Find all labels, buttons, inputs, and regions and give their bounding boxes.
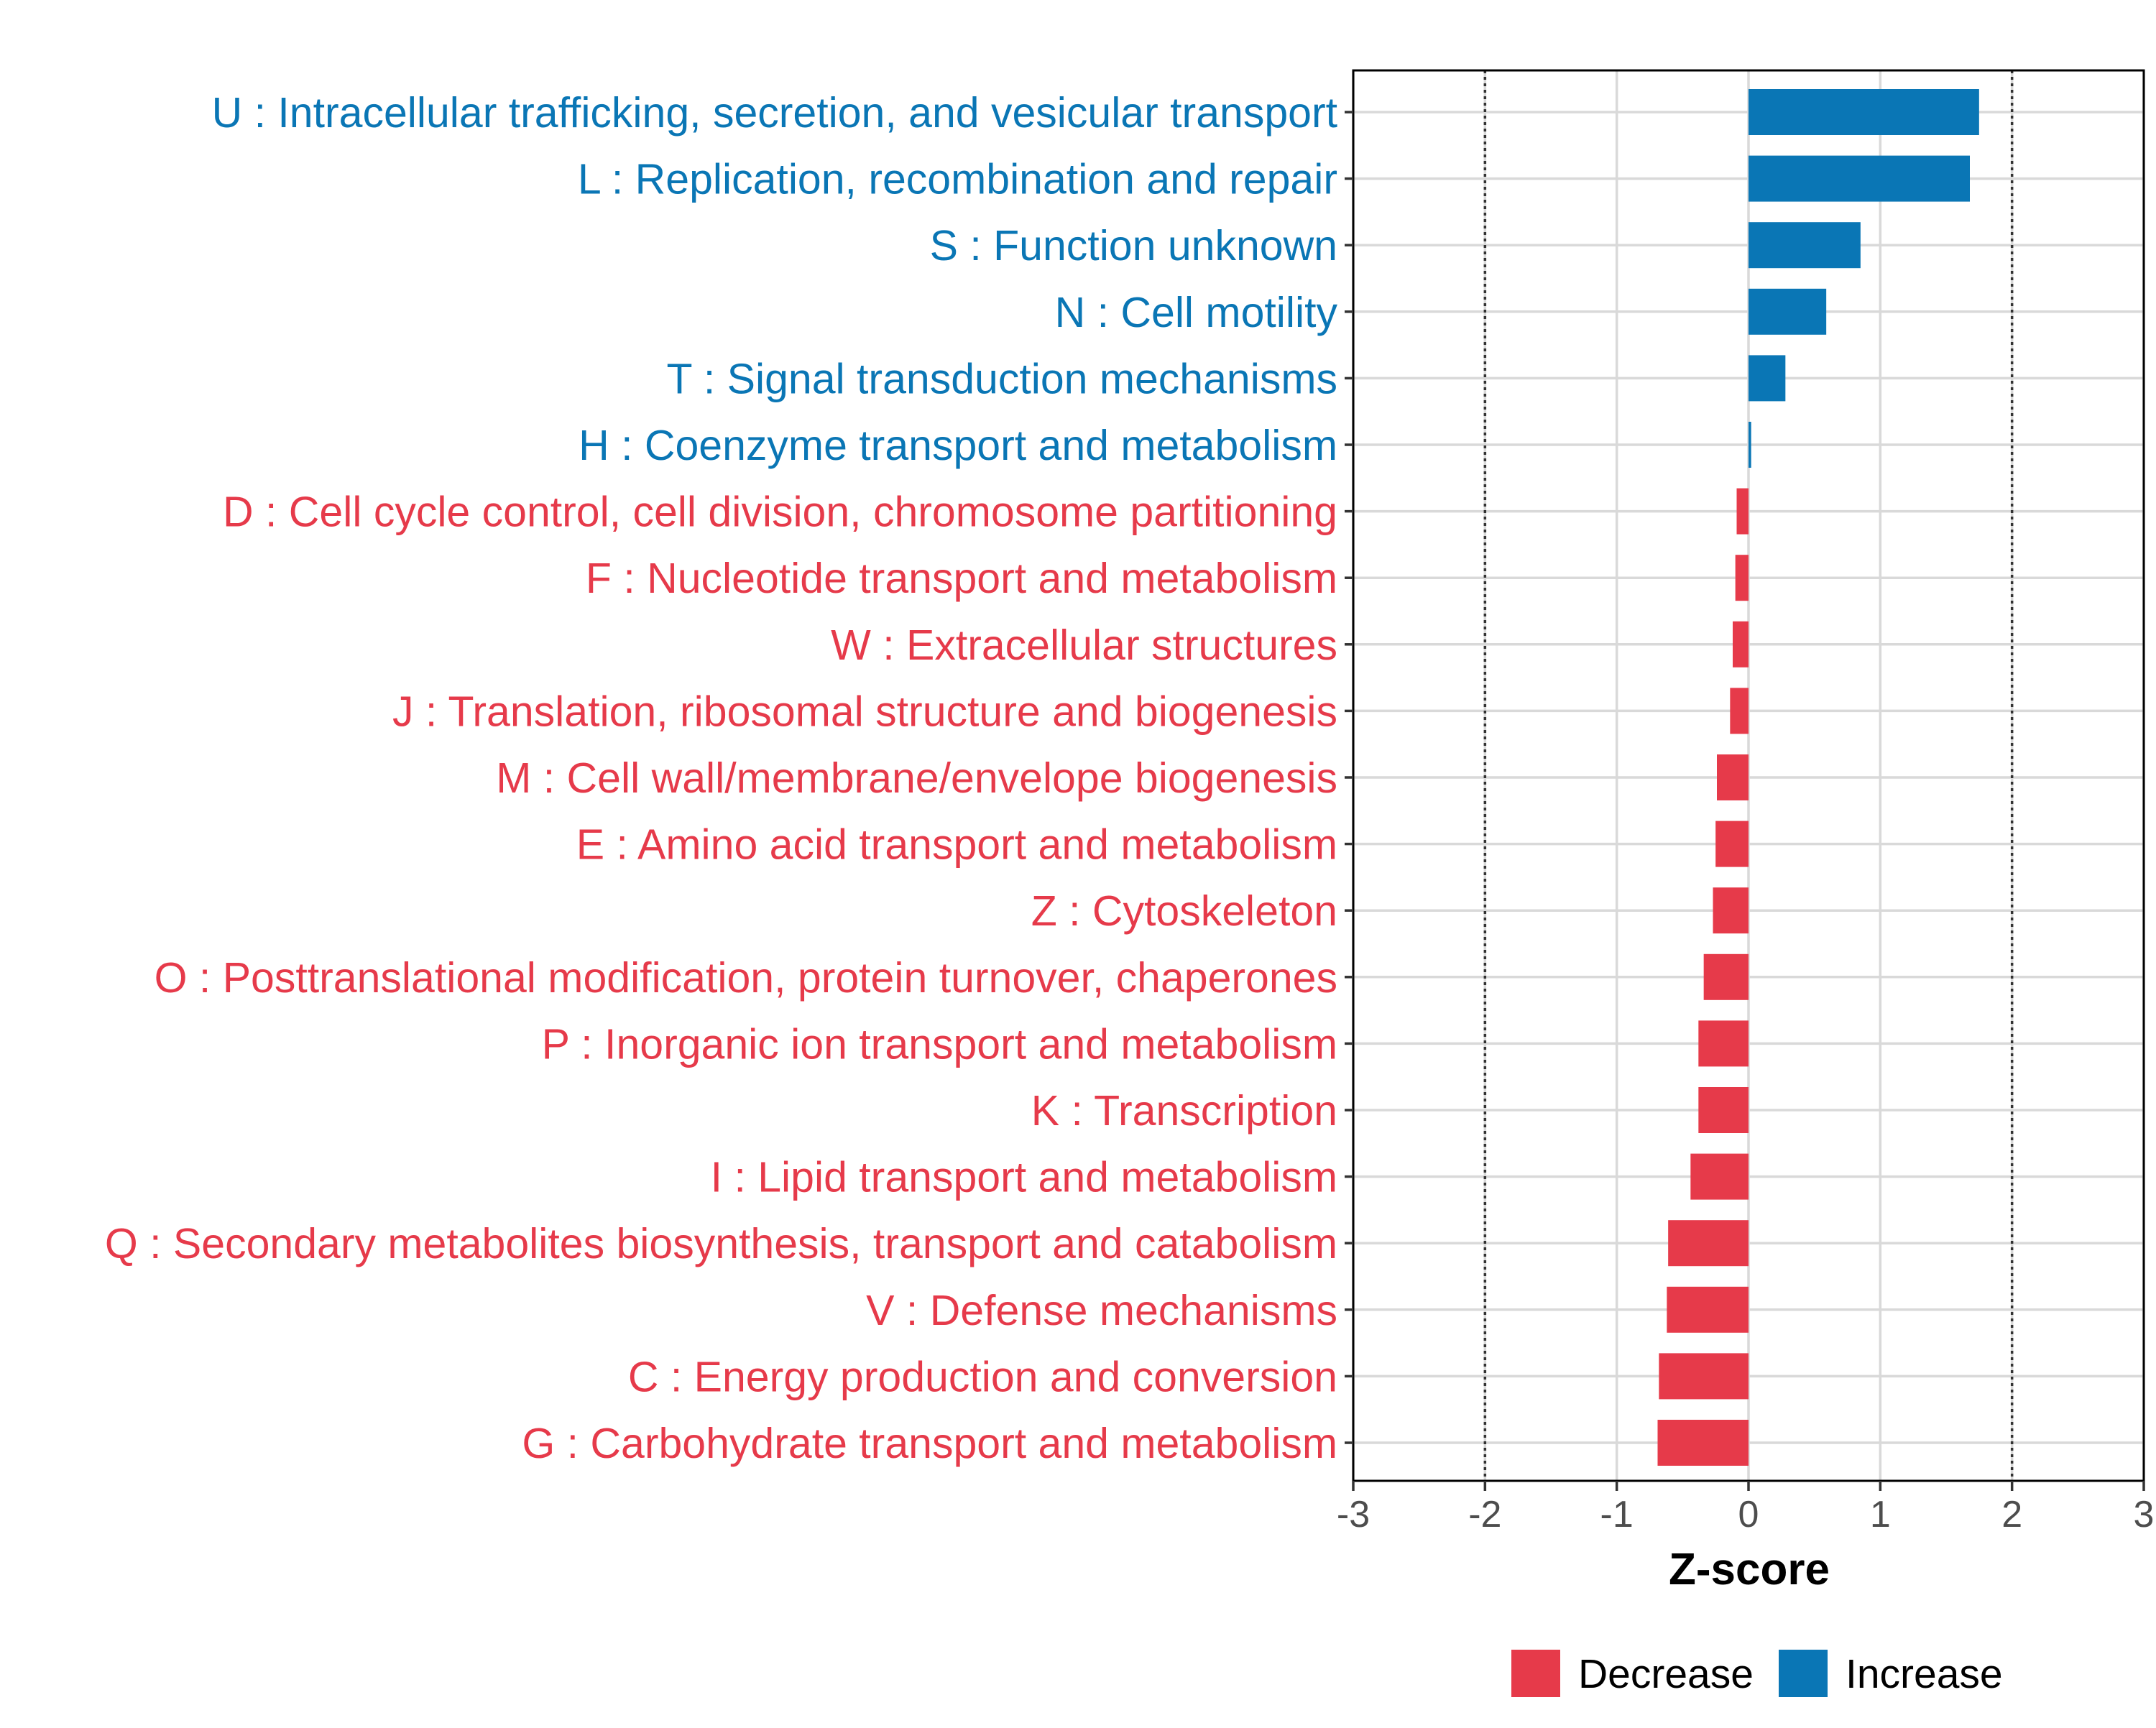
bar-z [1713, 887, 1749, 934]
category-label-f: F : Nucleotide transport and metabolism [586, 555, 1337, 602]
bar-g [1657, 1420, 1749, 1466]
bar-t [1749, 355, 1786, 402]
legend-swatch-increase [1779, 1650, 1828, 1697]
category-label-s: S : Function unknown [930, 222, 1337, 269]
category-label-c: C : Energy production and conversion [628, 1353, 1337, 1400]
y-axis-ticks [1345, 111, 1353, 1444]
reference-lines [1483, 70, 2014, 1481]
bar-m [1717, 754, 1749, 800]
x-tick-label: 2 [2001, 1494, 2022, 1535]
category-label-d: D : Cell cycle control, cell division, c… [223, 489, 1337, 536]
bars [1657, 89, 1979, 1466]
x-axis-ticks [1352, 1481, 2145, 1491]
x-tick-label: 0 [1738, 1494, 1759, 1535]
bar-s [1749, 222, 1861, 269]
bar-j [1730, 688, 1749, 734]
category-label-q: Q : Secondary metabolites biosynthesis, … [105, 1220, 1337, 1267]
bar-d [1736, 488, 1749, 535]
bar-i [1690, 1153, 1749, 1200]
legend-label-decrease: Decrease [1578, 1651, 1754, 1697]
bar-k [1698, 1087, 1749, 1133]
category-label-w: W : Extracellular structures [831, 622, 1337, 669]
legend: Decrease Increase [1511, 1650, 2003, 1697]
category-label-p: P : Inorganic ion transport and metaboli… [542, 1020, 1337, 1068]
x-tick-label: 1 [1870, 1494, 1891, 1535]
bar-c [1659, 1353, 1749, 1400]
category-label-u: U : Intracellular trafficking, secretion… [212, 89, 1337, 137]
legend-swatch-decrease [1511, 1650, 1560, 1697]
x-tick-label: -3 [1337, 1494, 1370, 1535]
bar-f [1735, 555, 1749, 601]
category-label-v: V : Defense mechanisms [866, 1287, 1337, 1334]
category-label-m: M : Cell wall/membrane/envelope biogenes… [496, 754, 1337, 802]
x-axis-title: Z-score [1669, 1545, 1830, 1594]
category-label-o: O : Posttranslational modification, prot… [155, 954, 1337, 1002]
bar-n [1749, 288, 1827, 335]
bar-e [1715, 821, 1749, 867]
category-label-e: E : Amino acid transport and metabolism [576, 821, 1337, 869]
category-label-z: Z : Cytoskeleton [1031, 887, 1337, 935]
bar-l [1749, 155, 1970, 202]
category-label-h: H : Coenzyme transport and metabolism [579, 422, 1337, 469]
x-tick-label: -1 [1600, 1494, 1634, 1535]
bar-p [1698, 1020, 1749, 1067]
bar-u [1749, 89, 1979, 135]
category-label-l: L : Replication, recombination and repai… [578, 156, 1337, 203]
bar-o [1703, 953, 1749, 1000]
bar-q [1668, 1220, 1749, 1267]
bar-v [1667, 1286, 1749, 1333]
category-label-t: T : Signal transduction mechanisms [666, 355, 1337, 402]
x-tick-label: 3 [2134, 1494, 2155, 1535]
category-label-g: G : Carbohydrate transport and metabolis… [522, 1420, 1337, 1467]
category-label-i: I : Lipid transport and metabolism [711, 1154, 1337, 1201]
legend-label-increase: Increase [1846, 1651, 2003, 1697]
category-label-j: J : Translation, ribosomal structure and… [392, 688, 1337, 735]
x-tick-label: -2 [1468, 1494, 1501, 1535]
bar-h [1749, 422, 1751, 468]
category-label-k: K : Transcription [1031, 1087, 1337, 1135]
category-labels: U : Intracellular trafficking, secretion… [105, 89, 1338, 1467]
bar-w [1733, 621, 1749, 667]
x-tick-labels: -3 -2 -1 0 1 2 3 [1337, 1494, 2155, 1535]
category-label-n: N : Cell motility [1055, 289, 1338, 336]
